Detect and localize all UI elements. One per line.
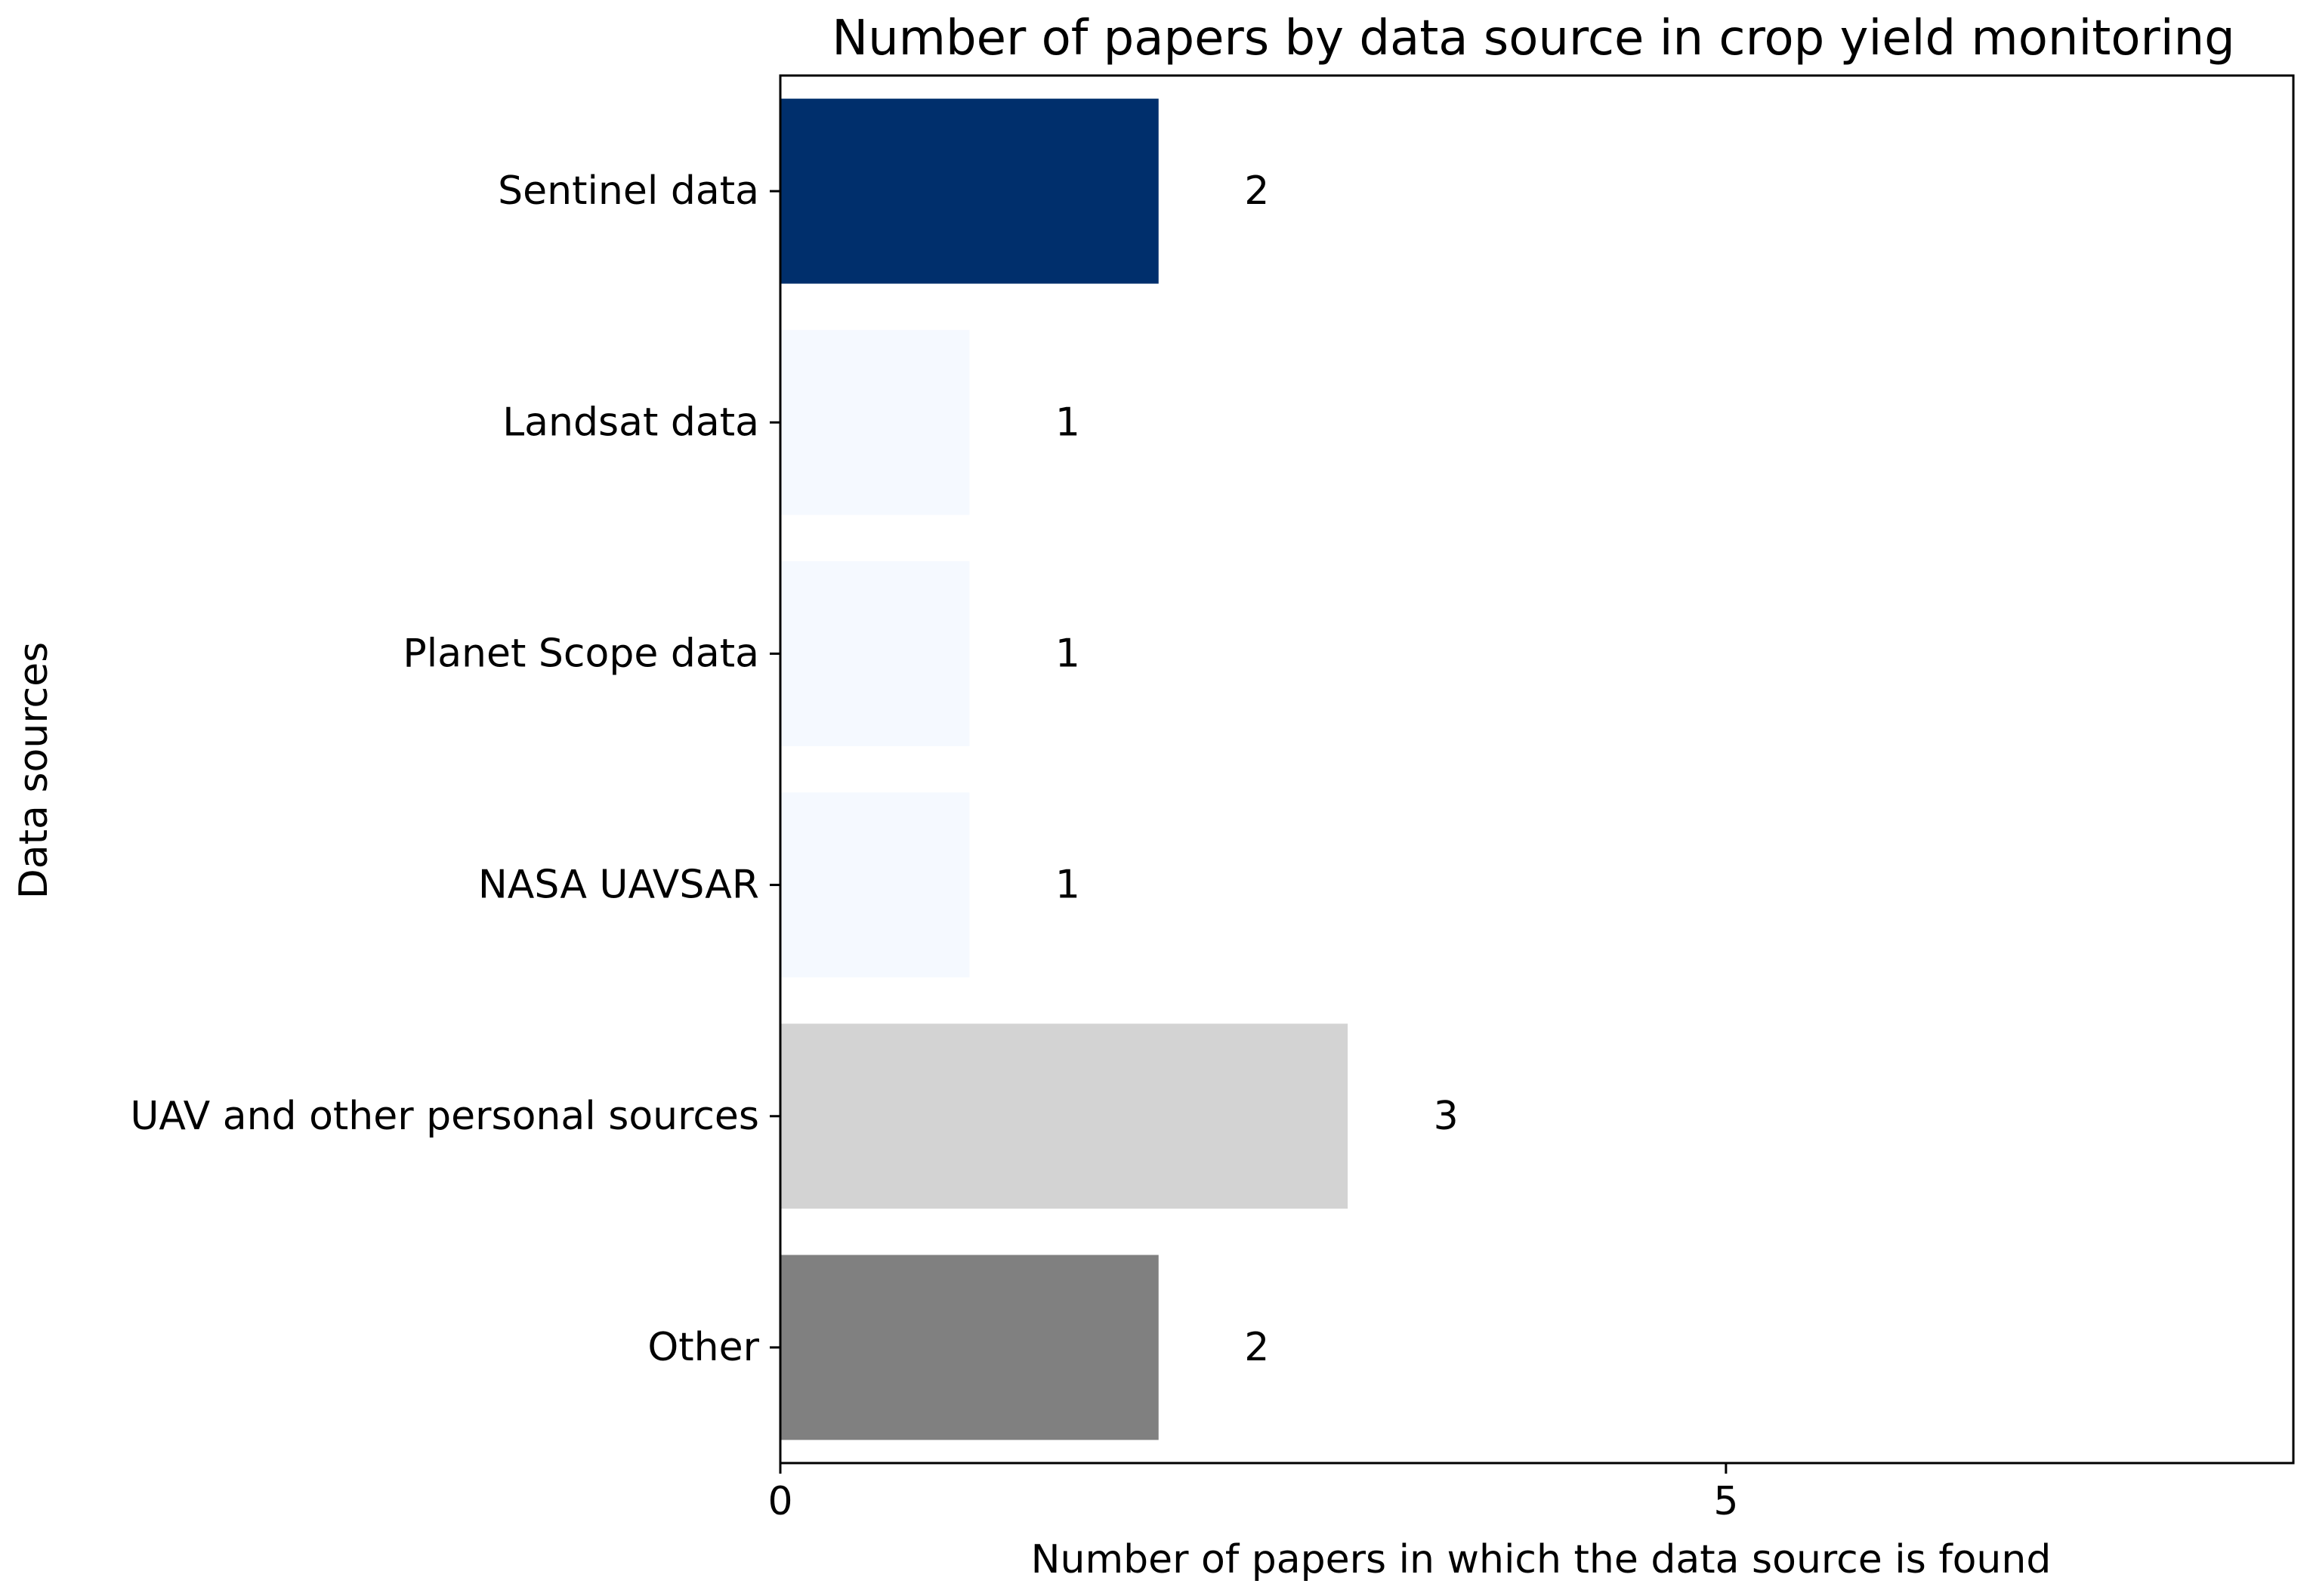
x-tick-label-5: 5 xyxy=(1713,1479,1738,1524)
data-label-other: 2 xyxy=(1244,1325,1269,1370)
data-label-planet-scope-data: 1 xyxy=(1055,631,1080,676)
bar-sentinel-data xyxy=(780,98,1159,284)
data-labels-group: 2 1 1 1 3 2 xyxy=(1055,168,1459,1370)
chart-title: Number of papers by data source in crop … xyxy=(832,11,2235,66)
bars-group xyxy=(780,98,1348,1440)
bar-other xyxy=(780,1255,1159,1440)
bar-nasa-uavsar xyxy=(780,792,970,978)
bar-planet-scope-data xyxy=(780,560,970,746)
x-tick-label-0: 0 xyxy=(767,1479,792,1524)
y-axis-label: Data sources xyxy=(11,642,57,899)
y-tick-label-landsat-data: Landsat data xyxy=(502,400,759,445)
bar-landsat-data xyxy=(780,329,970,515)
bar-uav-and-other-personal-sources xyxy=(780,1023,1348,1209)
x-axis-label: Number of papers in which the data sourc… xyxy=(1031,1537,2052,1582)
plot-area-frame xyxy=(779,74,2295,1465)
data-label-sentinel-data: 2 xyxy=(1244,168,1269,214)
y-tick-label-nasa-uavsar: NASA UAVSAR xyxy=(478,863,759,908)
y-tick-label-uav-and-other-personal-sources: UAV and other personal sources xyxy=(130,1094,759,1139)
y-tick-label-planet-scope-data: Planet Scope data xyxy=(403,631,759,676)
y-tick-label-sentinel-data: Sentinel data xyxy=(498,168,759,214)
y-axis-ticks: Sentinel data Landsat data Planet Scope da… xyxy=(130,168,780,1370)
data-label-nasa-uavsar: 1 xyxy=(1055,863,1080,908)
data-label-landsat-data: 1 xyxy=(1055,400,1080,445)
y-tick-label-other: Other xyxy=(647,1325,759,1370)
data-label-uav-and-other-personal-sources: 3 xyxy=(1434,1094,1459,1139)
